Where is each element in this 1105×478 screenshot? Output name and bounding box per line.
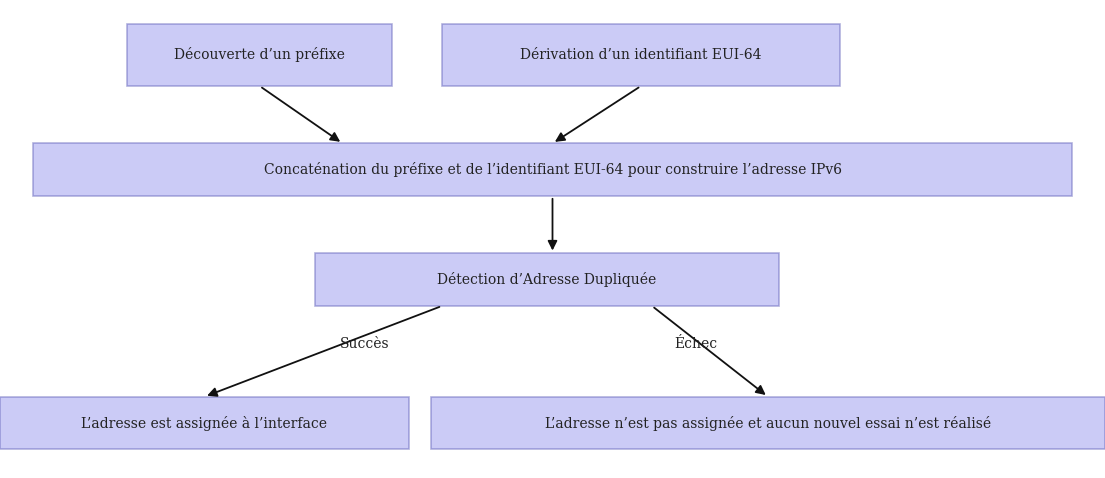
FancyBboxPatch shape bbox=[127, 24, 392, 86]
FancyBboxPatch shape bbox=[431, 397, 1105, 449]
FancyBboxPatch shape bbox=[315, 253, 779, 306]
FancyBboxPatch shape bbox=[442, 24, 840, 86]
Text: L’adresse est assignée à l’interface: L’adresse est assignée à l’interface bbox=[82, 415, 327, 431]
Text: Détection d’Adresse Dupliquée: Détection d’Adresse Dupliquée bbox=[438, 272, 656, 287]
Text: Succès: Succès bbox=[340, 337, 389, 351]
Text: L’adresse n’est pas assignée et aucun nouvel essai n’est réalisé: L’adresse n’est pas assignée et aucun no… bbox=[545, 415, 991, 431]
FancyBboxPatch shape bbox=[33, 143, 1072, 196]
Text: Découverte d’un préfixe: Découverte d’un préfixe bbox=[175, 47, 345, 63]
Text: Concaténation du préfixe et de l’identifiant EUI-64 pour construire l’adresse IP: Concaténation du préfixe et de l’identif… bbox=[263, 162, 842, 177]
FancyBboxPatch shape bbox=[0, 397, 409, 449]
Text: Échec: Échec bbox=[674, 337, 718, 351]
Text: Dérivation d’un identifiant EUI-64: Dérivation d’un identifiant EUI-64 bbox=[520, 48, 761, 62]
